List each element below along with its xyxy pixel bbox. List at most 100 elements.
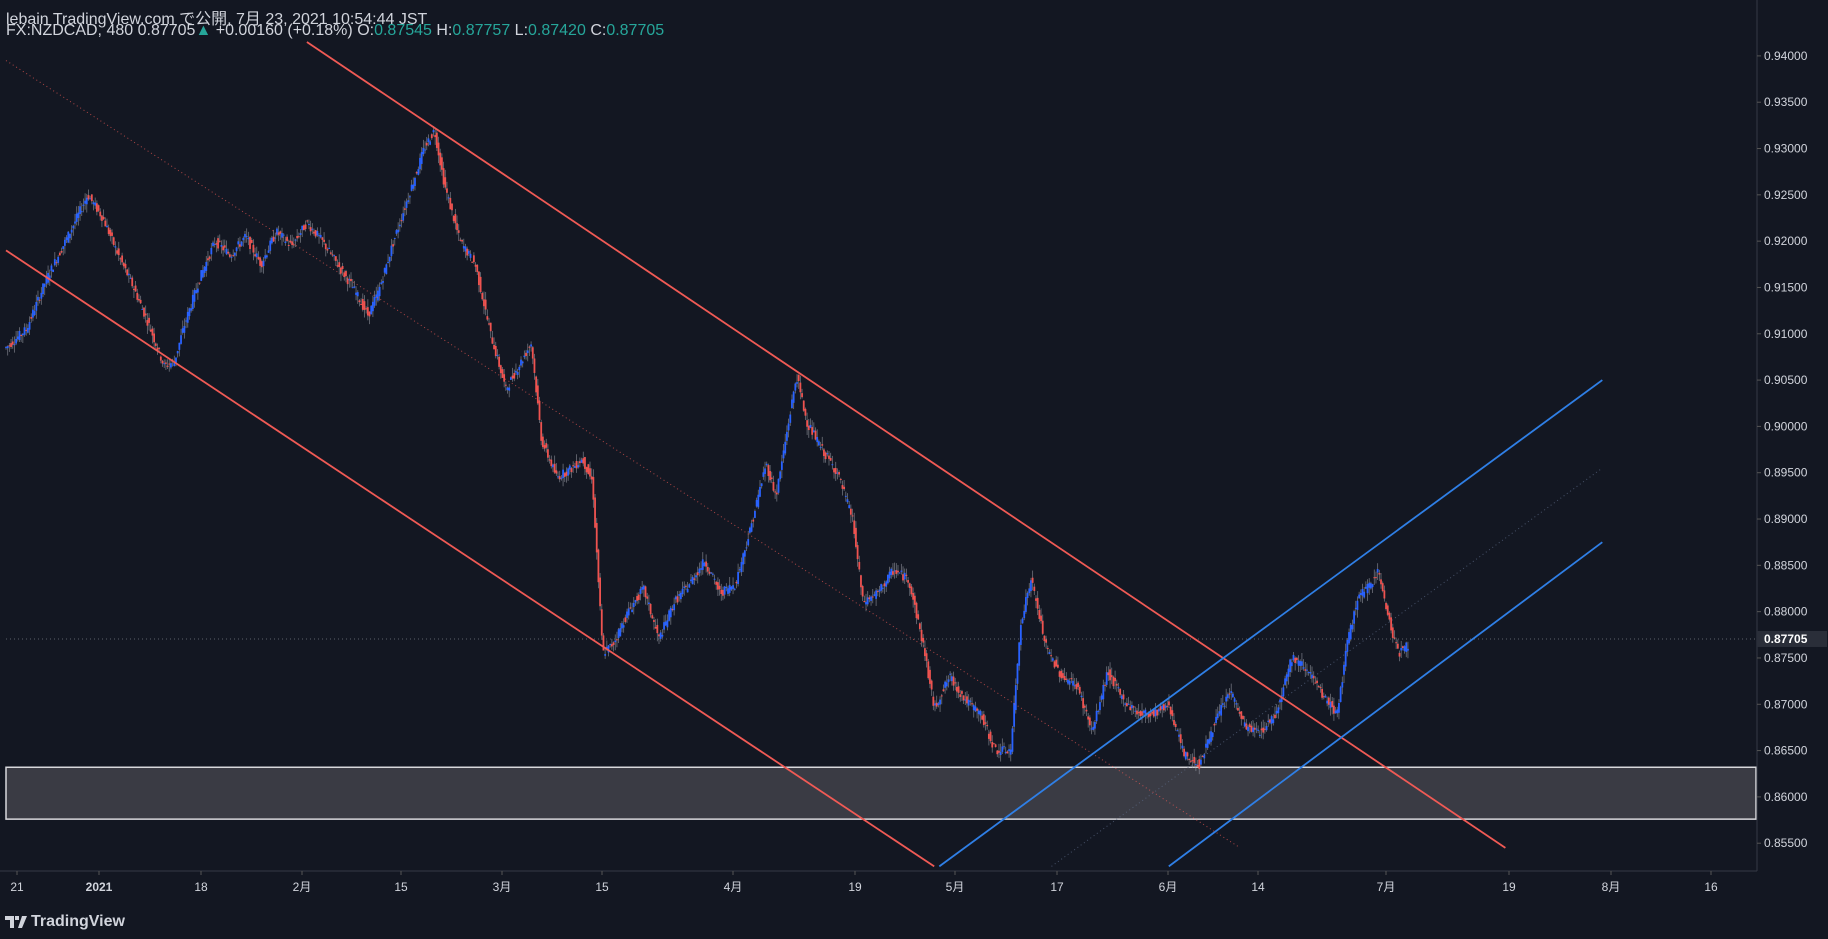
candle-body: [10, 343, 12, 348]
candle-body: [153, 333, 156, 343]
candle-body: [895, 570, 898, 574]
candle-body: [538, 400, 541, 421]
candle-body: [449, 197, 452, 210]
candle-body: [64, 239, 66, 246]
candle-body: [1004, 751, 1007, 754]
candle-body: [1232, 693, 1234, 698]
candle-body: [40, 292, 43, 299]
candle-body: [621, 623, 623, 629]
candle-body: [1378, 573, 1381, 575]
candle-body: [582, 458, 585, 464]
candle-body: [233, 252, 236, 256]
candle-body: [478, 271, 480, 286]
candle-body: [380, 282, 383, 285]
candle-body: [479, 276, 482, 293]
candle-body: [711, 573, 714, 575]
candle-body: [16, 336, 19, 340]
candle-body: [1008, 749, 1010, 752]
candle-body: [489, 322, 492, 332]
y-tick-label: 0.88000: [1764, 605, 1808, 619]
candle-body: [661, 634, 664, 637]
footer-brand[interactable]: TradingView: [5, 913, 125, 931]
candle-body: [1083, 705, 1086, 708]
candle-body: [472, 255, 475, 263]
candle-body: [710, 572, 713, 574]
candle-body: [109, 229, 112, 237]
candle-body: [159, 356, 162, 361]
candle-body: [74, 221, 76, 224]
candle-body: [1191, 760, 1194, 762]
candle-body: [627, 608, 630, 616]
candle-body: [743, 550, 746, 557]
candle-body: [20, 335, 23, 337]
candle-body: [673, 604, 676, 611]
candle-body: [573, 466, 576, 468]
candle-body: [265, 255, 268, 258]
candle-body: [146, 320, 149, 326]
candle-body: [481, 292, 484, 300]
candle-body: [227, 251, 230, 254]
candle-body: [141, 308, 144, 310]
candle-body: [1312, 675, 1315, 679]
candle-body: [1115, 683, 1118, 686]
candle-body: [1213, 723, 1216, 726]
candle-body: [1144, 709, 1147, 716]
candle-body: [435, 132, 438, 148]
candle-body: [420, 152, 423, 164]
y-tick-label: 0.87500: [1764, 651, 1808, 665]
close-value: 0.87705: [606, 22, 665, 39]
candle-body: [390, 245, 393, 257]
x-tick-label: 2021: [86, 880, 113, 894]
candle-body: [1200, 759, 1202, 765]
candle-body: [267, 250, 270, 253]
symbol-label[interactable]: FX:NZDCAD, 480: [6, 22, 134, 39]
candle-body: [35, 301, 38, 311]
candle-body: [814, 430, 817, 440]
candle-body: [1243, 722, 1246, 727]
candle-body: [570, 468, 573, 473]
candle-body: [855, 527, 857, 547]
candle-body: [393, 237, 396, 239]
candle-body: [1383, 590, 1386, 599]
candle-body: [89, 198, 92, 200]
candle-body: [940, 695, 943, 697]
red-channel-line: [306, 41, 1506, 849]
candle-body: [181, 328, 184, 333]
candle-body: [955, 686, 958, 692]
candle-body: [1189, 760, 1192, 762]
candle-body: [210, 247, 213, 255]
candle-body: [139, 299, 142, 304]
candle-body: [823, 449, 825, 457]
candle-body: [971, 703, 973, 705]
candle-body: [306, 220, 309, 222]
candle-body: [1255, 728, 1258, 730]
candle-body: [1088, 717, 1091, 726]
candle-body: [922, 637, 925, 643]
candle-body: [474, 264, 477, 267]
candle-body: [440, 157, 443, 170]
candle-body: [836, 472, 839, 474]
candle-body: [1134, 710, 1137, 712]
candle-body: [912, 592, 915, 600]
candle-body: [195, 290, 198, 294]
candle-body: [459, 239, 462, 241]
blue-channel-line: [938, 379, 1603, 868]
candle-body: [1210, 731, 1212, 742]
candle-body: [1117, 687, 1120, 689]
candle-body: [732, 585, 734, 589]
candle-body: [28, 322, 31, 330]
candle-body: [286, 236, 288, 242]
candle-body: [55, 262, 58, 264]
candle-body: [1245, 723, 1248, 730]
candle-body: [311, 228, 314, 230]
high-label: H:: [436, 22, 453, 39]
candle-body: [23, 327, 26, 335]
candle-body: [419, 157, 421, 170]
candle-body: [998, 750, 1000, 753]
red-channel-median: [5, 60, 1241, 849]
candle-body: [484, 299, 487, 310]
candle-body: [1386, 605, 1389, 615]
candle-body: [277, 232, 280, 235]
candle-body: [863, 600, 866, 603]
